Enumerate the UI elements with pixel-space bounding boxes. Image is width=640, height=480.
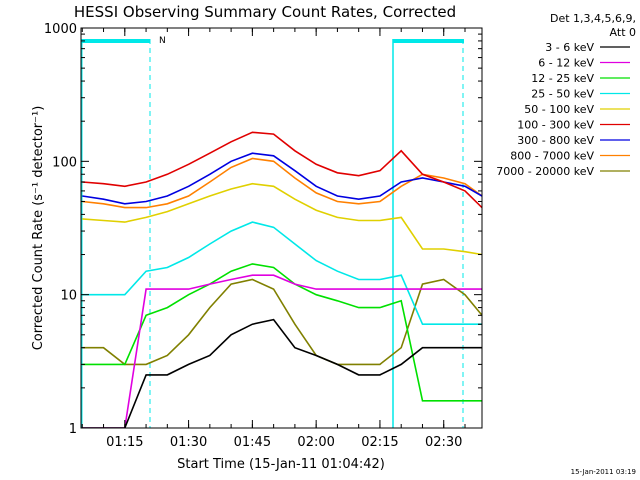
series-line [82,274,482,428]
x-tick-label: 01:15 [106,435,143,450]
series-line [82,152,482,205]
legend-label: 100 - 300 keV [517,119,594,132]
y-tick-label: 10 [60,289,77,304]
y-axis-title: Corrected Count Rate (s⁻¹ detector⁻¹) [31,106,46,351]
flag-label: N [159,36,166,46]
series-line [82,131,482,209]
series-group [82,131,482,428]
y-tick-label: 1 [69,422,77,437]
series-line [82,221,482,326]
series-line [82,182,482,256]
x-tick-label: 01:45 [234,435,271,450]
y-tick-label: 100 [52,155,77,170]
x-axis: 01:15 01:30 01:45 02:00 02:15 02:30 [81,28,466,450]
legend-label: 50 - 100 keV [524,103,594,116]
legend-label: 7000 - 20000 keV [496,165,594,178]
series-line [82,318,482,428]
series-line [82,278,482,366]
timestamp: 15-Jan-2011 03:19 [571,468,636,476]
legend-label: 6 - 12 keV [538,57,594,70]
x-tick-label: 02:15 [361,435,398,450]
legend: Det 1,3,4,5,6,9, Att 0 3 - 6 keV 6 - 12 k… [496,12,636,178]
x-axis-title: Start Time (15-Jan-11 01:04:42) [177,457,385,472]
chart-title: HESSI Observing Summary Count Rates, Cor… [74,3,456,21]
series-line [82,263,482,402]
legend-header-1: Det 1,3,4,5,6,9, [550,12,636,25]
series-line [82,157,482,209]
legend-label: 3 - 6 keV [545,41,594,54]
y-tick-label: 1000 [44,22,77,37]
x-tick-label: 01:30 [170,435,207,450]
flag-lines [81,39,464,428]
legend-label: 800 - 7000 keV [510,150,594,163]
legend-label: 300 - 800 keV [517,134,594,147]
legend-label: 25 - 50 keV [531,88,594,101]
flag-bars: N [82,36,464,46]
series-layer [82,131,482,428]
x-tick-label: 02:00 [297,435,334,450]
y-axis: 1 10 100 1000 [44,22,482,437]
flag-bar-right [393,39,464,43]
x-tick-label: 02:30 [425,435,462,450]
legend-header-2: Att 0 [610,26,636,39]
legend-label: 12 - 25 keV [531,72,594,85]
flag-bar-left [82,39,150,43]
plot-frame [80,27,483,429]
